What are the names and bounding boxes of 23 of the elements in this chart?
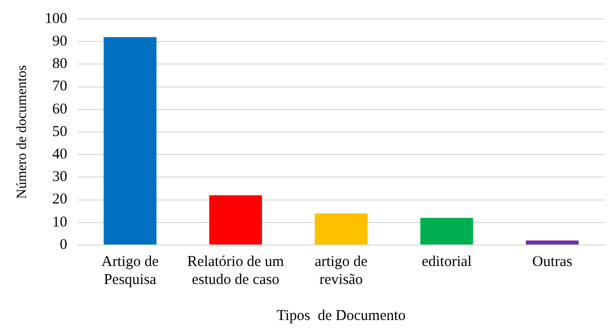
- bar: [209, 195, 262, 244]
- y-tick-label: 100: [44, 10, 68, 27]
- x-axis-title: Tipos de Documento: [276, 308, 406, 324]
- x-tick-label: Relatório de um estudo de caso: [187, 254, 284, 288]
- y-tick-label: 20: [52, 192, 68, 208]
- y-tick-label: 50: [52, 124, 68, 140]
- y-tick-label: 10: [52, 214, 68, 230]
- bar: [526, 240, 579, 244]
- y-tick-label: 0: [60, 236, 68, 253]
- y-axis-title: Número de documentos: [15, 65, 30, 199]
- y-tick-label: 80: [52, 56, 68, 72]
- bar: [420, 218, 474, 244]
- y-tick-label: 40: [52, 146, 68, 163]
- bar: [104, 37, 156, 244]
- y-tick-label: 30: [52, 169, 68, 186]
- x-tick-label: editorial: [422, 254, 472, 270]
- x-tick-label: Artigo de Pesquisa: [102, 254, 159, 288]
- x-tick-label: artigo de revisão: [314, 254, 368, 288]
- y-tick-label: 70: [52, 78, 68, 95]
- y-tick-label: 60: [52, 101, 68, 118]
- x-tick-label: Outras: [532, 254, 572, 270]
- y-tick-label: 90: [52, 34, 68, 50]
- bar: [314, 213, 368, 244]
